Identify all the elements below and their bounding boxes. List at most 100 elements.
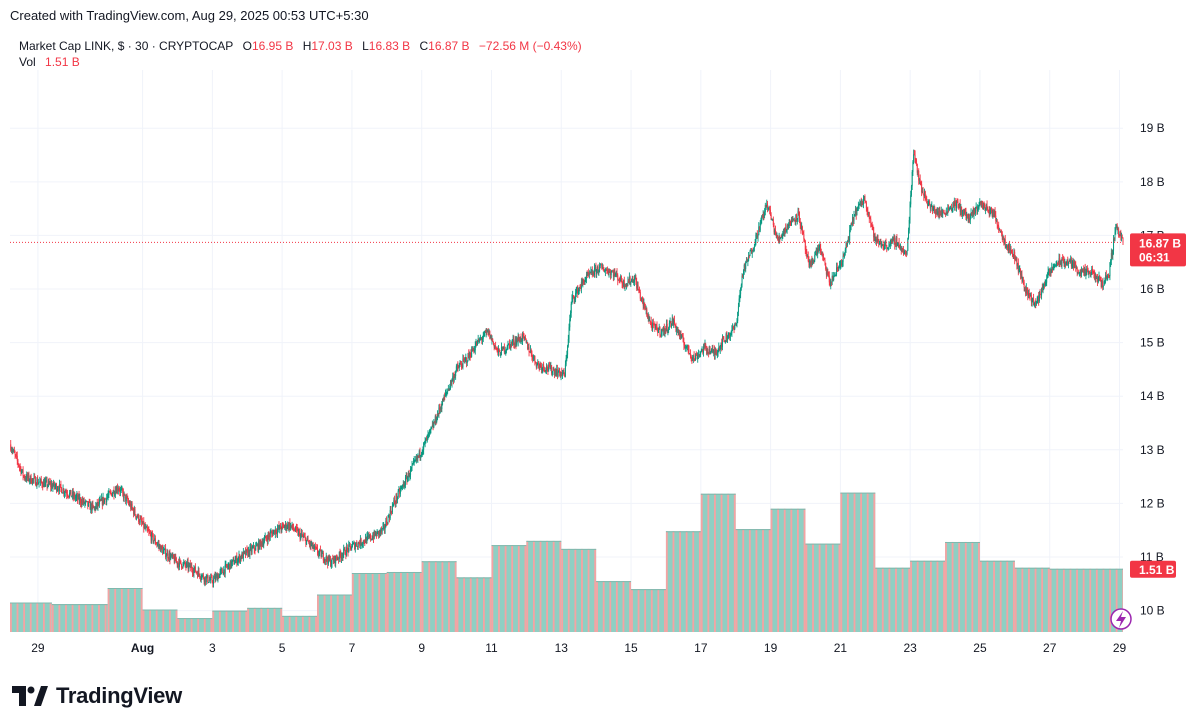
legend-symbol[interactable]: Market Cap LINK, $ · 30 · CRYPTOCAP [19, 39, 234, 53]
candle-body [824, 259, 826, 263]
candle-body [666, 324, 668, 332]
candle-body [74, 494, 76, 499]
candle-body [490, 334, 492, 339]
candle-body [1019, 269, 1021, 275]
candle-body [420, 454, 422, 457]
volume-stripe [901, 567, 904, 632]
candle-body [848, 239, 850, 241]
candle-body [162, 548, 164, 554]
candle-body [714, 351, 716, 356]
price-axis[interactable]: 19 B18 B17 B16 B15 B14 B13 B12 B11 B10 B [1140, 121, 1165, 617]
volume-stripe [212, 610, 215, 632]
candle-body [618, 279, 620, 281]
candle-body [1011, 252, 1013, 257]
volume-stripe [330, 594, 333, 632]
candle-body [617, 275, 619, 281]
candle-body [678, 332, 680, 333]
candle-body [985, 209, 987, 210]
volume-stripe [104, 604, 107, 632]
candle-body [1010, 248, 1012, 250]
candle-body [575, 292, 577, 299]
candle-body [682, 336, 684, 342]
candle-body [29, 480, 31, 482]
candle-body [134, 508, 136, 515]
candle-body [35, 485, 37, 486]
candle-body [836, 267, 838, 269]
candle-body [93, 507, 95, 509]
candle-body [75, 496, 77, 498]
volume-stripe [323, 594, 326, 632]
candle-body [544, 370, 546, 372]
candle-body [581, 281, 583, 283]
candle-body [683, 341, 685, 346]
price-chart[interactable]: 19 B18 B17 B16 B15 B14 B13 B12 B11 B10 B… [0, 30, 1200, 666]
candle-body [130, 503, 132, 509]
candle-body [514, 340, 516, 345]
candle-body [947, 207, 949, 214]
candle-body [919, 179, 921, 182]
candle-body [700, 351, 702, 355]
candle-body [535, 361, 537, 364]
candle-body [665, 324, 667, 330]
candle-body [396, 495, 398, 500]
volume-stripe [895, 567, 897, 632]
candle-body [908, 230, 910, 239]
candle-body [889, 241, 891, 246]
candle-body [45, 480, 47, 483]
candle-body [1050, 269, 1052, 273]
candle-body [218, 575, 220, 579]
candle-body [815, 249, 817, 254]
flash-icon[interactable] [1110, 608, 1132, 630]
volume-stripe [43, 602, 45, 632]
candle-body [779, 236, 781, 239]
candle-body [194, 566, 196, 570]
candle-body [941, 210, 943, 215]
candle-body [287, 523, 289, 529]
time-axis[interactable]: 29 Aug 3 5 7 9 11 13 15 17 19 21 23 25 27 29 [31, 641, 1126, 655]
candle-body [1083, 268, 1085, 273]
candle-body [936, 212, 938, 215]
candle-body [640, 298, 642, 300]
candle-body [534, 355, 536, 362]
candle-body [263, 541, 265, 546]
candle-body [1035, 302, 1037, 305]
volume-stripe [629, 581, 631, 632]
candle-body [151, 533, 153, 535]
candle-body [71, 495, 73, 497]
volume-stripe [790, 508, 793, 632]
candle-body [312, 542, 314, 549]
volume-stripe [860, 492, 863, 632]
candle-body [103, 497, 105, 503]
candle-body [343, 548, 345, 550]
candle-body [589, 273, 591, 274]
volume-stripe [517, 545, 520, 632]
candle-body [1060, 261, 1062, 267]
candle-body [449, 386, 451, 390]
volume-stripe [567, 548, 570, 632]
candle-body [156, 544, 158, 545]
candle-body [820, 252, 822, 254]
candle-body [210, 576, 212, 581]
candle-body [587, 272, 589, 276]
candle-body [174, 556, 176, 563]
candle-body [644, 302, 646, 309]
candle-body [170, 556, 172, 560]
tradingview-logo[interactable]: TradingView [12, 682, 182, 710]
candle-body [1107, 274, 1109, 276]
candle-body [937, 211, 939, 215]
candle-body [440, 408, 442, 410]
volume-stripe [267, 607, 269, 632]
volume-stripe [888, 567, 891, 632]
candle-body [1079, 272, 1081, 274]
volume-stripe [91, 604, 94, 632]
candle-body [1071, 264, 1073, 267]
candle-body [881, 245, 883, 247]
candle-body [512, 339, 514, 342]
candle-body [48, 481, 50, 486]
candle-body [1059, 261, 1061, 265]
legend-open-label: O [242, 39, 252, 53]
volume-stripe [140, 588, 143, 632]
candle-body [906, 250, 908, 254]
volume-stripe [247, 607, 250, 632]
candle-body [615, 274, 617, 276]
